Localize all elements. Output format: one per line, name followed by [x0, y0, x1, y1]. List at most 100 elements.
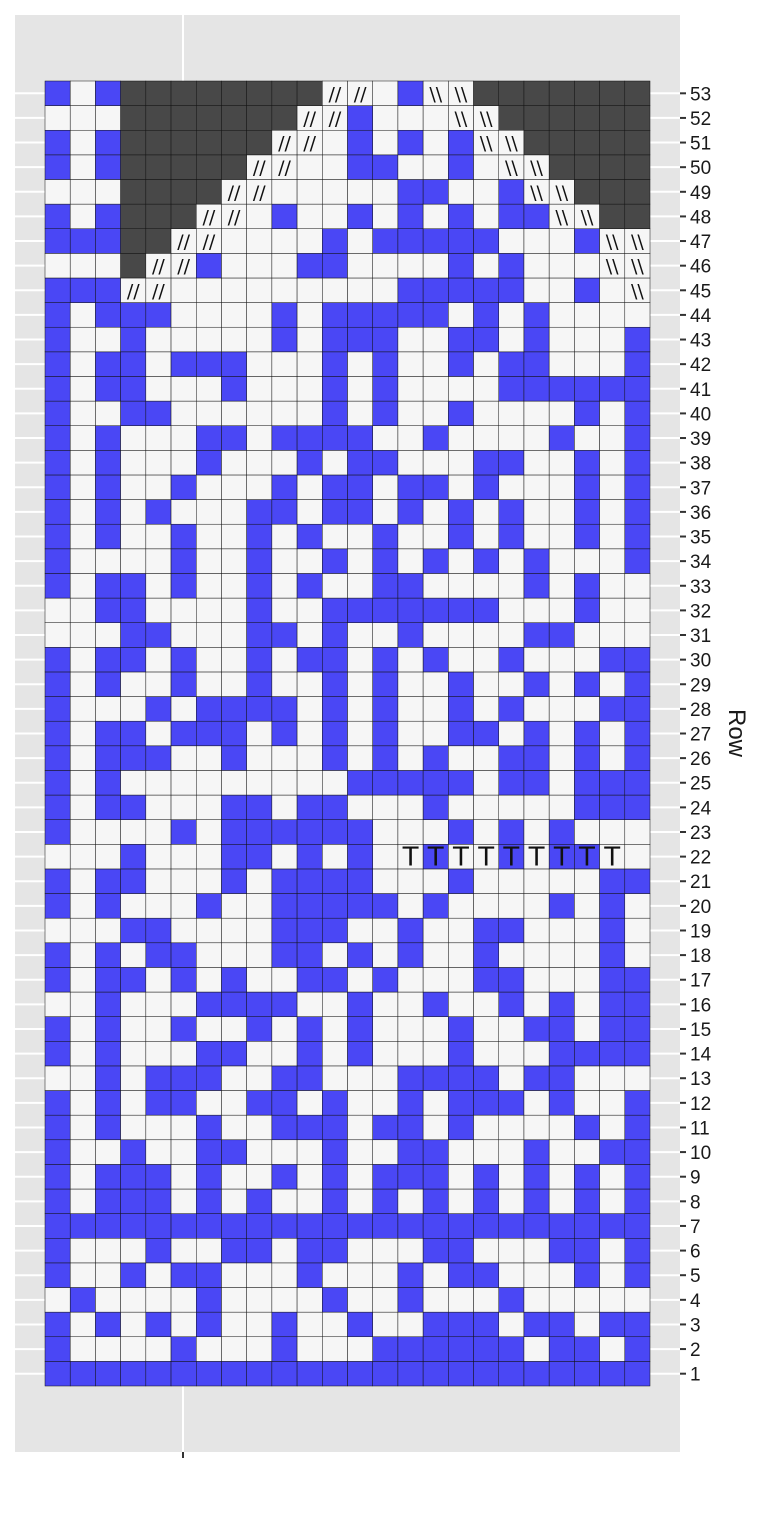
chart-cell [574, 1188, 600, 1214]
chart-cell [372, 376, 399, 402]
chart-cell [196, 1336, 222, 1362]
chart-cell [44, 671, 71, 697]
chart-cell [574, 1238, 600, 1264]
chart-cell [599, 1336, 626, 1362]
chart-cell [170, 1287, 197, 1313]
chart-cell [523, 203, 550, 229]
chart-cell [347, 967, 373, 993]
chart-cell [95, 203, 121, 229]
chart-cell [170, 745, 197, 771]
chart-cell [448, 671, 474, 697]
chart-cell [599, 474, 626, 500]
y-tick-label: 19 [690, 921, 711, 942]
chart-cell [120, 326, 147, 353]
chart-cell [397, 1090, 424, 1116]
decrease-symbol: \\ [429, 83, 442, 105]
chart-cell [523, 1213, 550, 1239]
chart-cell [548, 1238, 575, 1264]
chart-cell [221, 450, 247, 476]
chart-cell [523, 1016, 550, 1042]
chart-cell [422, 720, 449, 747]
chart-cell [372, 129, 399, 156]
chart-cell [69, 400, 96, 426]
chart-cell [574, 326, 600, 353]
chart-cell [523, 450, 550, 476]
chart-cell [448, 376, 474, 402]
chart-cell [69, 770, 96, 796]
chart-cell [523, 1262, 550, 1288]
y-tick-label: 31 [690, 626, 711, 647]
chart-cell [196, 523, 222, 550]
chart-cell [397, 647, 424, 673]
chart-cell [473, 425, 499, 451]
chart-cell [574, 942, 600, 968]
chart-cell [95, 819, 121, 845]
chart-cell [574, 548, 600, 574]
chart-cell [599, 277, 626, 303]
chart-cell [322, 720, 348, 747]
chart-cell [599, 179, 626, 205]
chart-cell [69, 1114, 96, 1141]
chart-cell [574, 302, 600, 328]
chart-cell [347, 917, 373, 944]
chart-cell [170, 597, 197, 623]
chart-cell [624, 1311, 651, 1338]
chart-cell [422, 548, 449, 574]
chart-cell [145, 991, 172, 1017]
chart-cell [296, 1311, 323, 1338]
chart-cell [397, 622, 424, 648]
chart-cell [296, 1065, 323, 1091]
chart-cell [422, 450, 449, 476]
chart-cell [271, 376, 298, 402]
chart-cell [473, 179, 499, 205]
chart-cell [422, 967, 449, 993]
chart-cell [95, 942, 121, 968]
chart-cell [372, 326, 399, 353]
chart-cell [624, 1164, 651, 1190]
chart-cell [574, 450, 600, 476]
chart-cell [120, 647, 147, 673]
chart-cell [347, 499, 373, 525]
chart-cell [473, 967, 499, 993]
chart-cell [271, 622, 298, 648]
chart-cell [397, 1188, 424, 1214]
chart-cell [145, 1336, 172, 1362]
chart-cell [372, 1188, 399, 1214]
chart-cell [246, 277, 273, 303]
chart-cell [196, 376, 222, 402]
chart-cell [322, 671, 348, 697]
annotation-mark: T [402, 843, 419, 873]
chart-cell [322, 474, 348, 500]
decrease-symbol: \\ [631, 256, 644, 278]
chart-cell [44, 105, 71, 131]
chart-cell [372, 622, 399, 648]
chart-cell [44, 1311, 71, 1338]
chart-cell [347, 376, 373, 402]
chart-cell [523, 425, 550, 451]
chart-cell [498, 745, 525, 771]
chart-cell [221, 80, 247, 106]
chart-cell [322, 745, 348, 771]
chart-cell [170, 1238, 197, 1264]
chart-cell [498, 844, 525, 870]
chart-cell [347, 425, 373, 451]
y-tick-label: 28 [690, 700, 711, 721]
chart-cell [397, 671, 424, 697]
chart-cell [95, 1262, 121, 1288]
chart-cell [296, 376, 323, 402]
chart-cell [170, 1311, 197, 1338]
chart-cell [523, 573, 550, 599]
y-tick-label: 11 [690, 1118, 710, 1139]
decrease-symbol: // [278, 157, 291, 179]
y-tick-label: 34 [690, 552, 712, 573]
chart-cell [145, 647, 172, 673]
chart-cell [548, 1016, 575, 1042]
chart-cell [246, 1213, 273, 1239]
chart-cell [347, 129, 373, 156]
chart-cell [624, 917, 651, 944]
chart-cell [372, 1065, 399, 1091]
chart-cell [599, 696, 626, 722]
chart-cell [473, 450, 499, 476]
chart-cell [69, 622, 96, 648]
chart-cell [498, 819, 525, 845]
